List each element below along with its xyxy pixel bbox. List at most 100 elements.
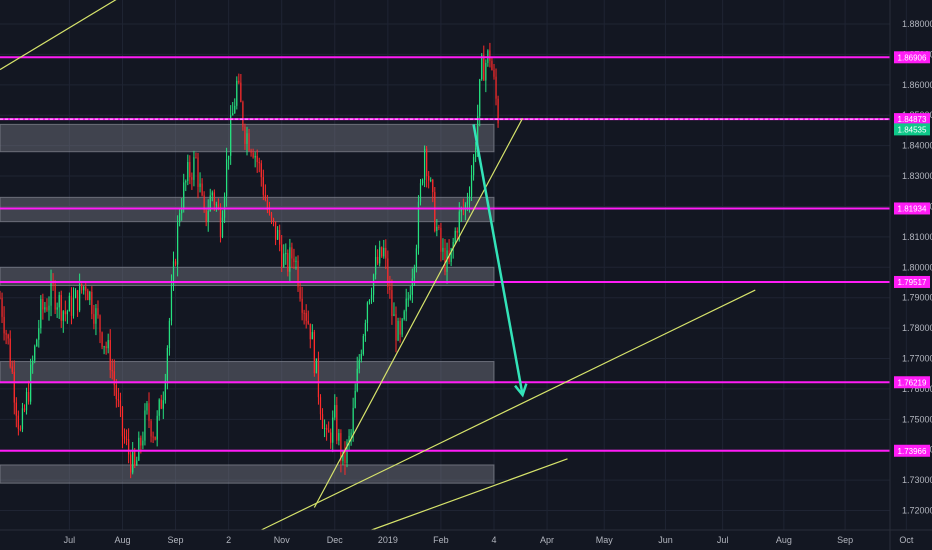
candle-body	[89, 291, 91, 301]
candle-body	[195, 157, 197, 159]
candle-body	[258, 162, 260, 164]
candle-body	[444, 247, 446, 272]
candle-body	[385, 247, 387, 259]
candle-body	[209, 195, 211, 212]
candle-body	[362, 335, 364, 354]
candle-body	[0, 297, 1, 299]
candle-body	[136, 460, 138, 466]
candle-body	[407, 298, 409, 300]
candle-body	[189, 162, 191, 178]
candle-body	[121, 406, 124, 437]
candle-body	[201, 183, 203, 196]
y-tick-label: 1.77000	[902, 354, 932, 364]
candle-body	[238, 80, 240, 83]
candle-body	[34, 346, 36, 361]
candle-body	[401, 319, 403, 335]
candle-body	[299, 287, 301, 299]
candle-body	[117, 399, 120, 401]
candle-body	[246, 133, 248, 144]
candle-body	[458, 211, 460, 233]
candle-body	[254, 155, 256, 158]
candle-body	[11, 366, 13, 372]
candle-body	[497, 98, 499, 124]
x-tick-label: May	[596, 535, 614, 545]
candle-body	[323, 428, 326, 430]
candle-body	[283, 253, 285, 267]
x-tick-label: Feb	[433, 535, 449, 545]
candle-body	[474, 148, 477, 158]
candle-body	[244, 126, 246, 144]
candle-body	[358, 359, 360, 369]
sr-zone	[0, 361, 495, 384]
candle-body	[217, 204, 220, 210]
candle-body	[262, 177, 264, 195]
candle-body	[125, 438, 128, 440]
candle-body	[187, 162, 189, 182]
candle-body	[62, 311, 64, 321]
candle-body	[158, 399, 160, 416]
candle-body	[119, 400, 122, 407]
candle-body	[342, 451, 344, 462]
y-tick-label: 1.78000	[902, 323, 932, 333]
candle-body	[301, 298, 303, 313]
candle-body	[193, 157, 195, 180]
candle-body	[350, 432, 352, 436]
candle-body	[460, 208, 462, 212]
candle-body	[260, 163, 262, 178]
trend-line	[313, 118, 524, 508]
candle-body	[111, 370, 113, 372]
candle-body	[352, 407, 354, 433]
candle-body	[168, 320, 171, 349]
y-tick-label: 1.81000	[902, 232, 932, 242]
candle-body	[232, 113, 234, 116]
candle-body	[15, 402, 17, 416]
sr-zone	[0, 266, 495, 287]
candle-body	[95, 308, 97, 324]
candle-body	[21, 408, 24, 430]
candle-body	[130, 454, 132, 473]
y-tick-label: 1.73000	[902, 475, 932, 485]
candle-body	[146, 403, 148, 411]
candle-body	[76, 290, 79, 311]
candle-body	[325, 428, 328, 430]
candle-body	[366, 302, 369, 324]
candle-body	[397, 320, 399, 341]
candle-body	[491, 60, 493, 71]
candle-body	[368, 299, 371, 303]
candle-body	[393, 314, 395, 317]
candle-body	[13, 371, 15, 403]
candle-body	[54, 284, 56, 310]
candle-body	[36, 339, 38, 347]
candle-body	[179, 213, 181, 223]
level-label-box	[894, 376, 930, 389]
x-tick-label: Jul	[717, 535, 729, 545]
y-tick-label: 1.88000	[902, 19, 932, 29]
candle-body	[185, 181, 187, 183]
candle-body	[395, 314, 397, 341]
candle-body	[66, 311, 68, 315]
candle-body	[83, 286, 85, 291]
candle-body	[426, 148, 428, 176]
candle-body	[109, 340, 111, 371]
arrow-shaft	[472, 124, 524, 396]
candle-body	[87, 290, 89, 301]
y-tick-label: 1.75000	[902, 414, 932, 424]
candle-body	[183, 182, 185, 210]
candle-body	[107, 340, 109, 349]
candle-body	[399, 320, 401, 335]
x-tick-label: Dec	[327, 535, 344, 545]
candle-body	[321, 414, 324, 429]
level-label: 1.73966	[898, 447, 927, 456]
arrow-head	[514, 383, 528, 398]
candle-body	[454, 230, 456, 243]
current-price-box	[894, 123, 930, 136]
candle-body	[383, 247, 385, 257]
candle-body	[138, 437, 140, 461]
candle-body	[142, 440, 144, 446]
candle-body	[60, 295, 62, 321]
candle-body	[132, 450, 134, 473]
candle-body	[309, 323, 311, 340]
